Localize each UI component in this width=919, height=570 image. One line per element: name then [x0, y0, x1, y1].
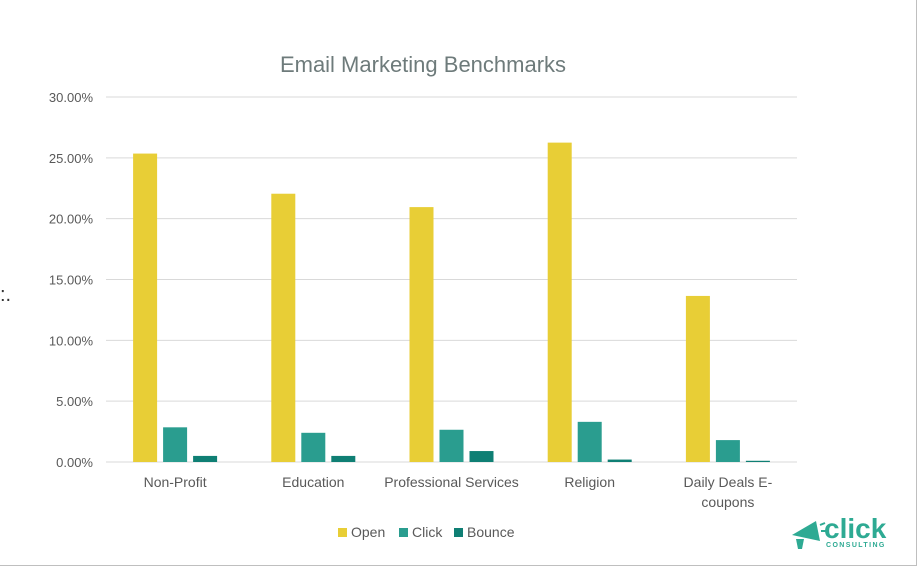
legend-swatch-bounce	[454, 528, 463, 537]
y-tick-label: 5.00%	[56, 394, 93, 409]
bar-click	[577, 421, 602, 462]
bar-bounce	[469, 451, 494, 462]
bar-click	[715, 440, 740, 462]
chart-title: Email Marketing Benchmarks	[280, 52, 566, 77]
legend-label-open: Open	[351, 524, 385, 540]
click-consulting-logo: click CONSULTING	[790, 515, 900, 555]
logo-subtitle: CONSULTING	[826, 542, 886, 549]
y-tick-label: 20.00%	[49, 212, 94, 227]
bar-bounce	[193, 455, 218, 462]
x-tick-label: coupons	[701, 494, 754, 510]
legend-label-bounce: Bounce	[467, 524, 515, 540]
bar-bounce	[607, 459, 632, 462]
x-tick-label: Education	[282, 474, 344, 490]
legend-swatch-click	[399, 528, 408, 537]
megaphone-icon	[792, 521, 826, 549]
bar-open	[271, 193, 296, 462]
x-tick-label: Professional Services	[384, 474, 519, 490]
bar-click	[163, 427, 188, 462]
x-tick-label: Daily Deals E-	[684, 474, 773, 490]
bar-bounce	[745, 460, 770, 462]
bar-click	[301, 432, 326, 462]
x-tick-label: Religion	[564, 474, 615, 490]
x-tick-label: Non-Profit	[144, 474, 207, 490]
bar-open	[409, 207, 434, 462]
bar-open	[685, 295, 710, 462]
y-tick-label: 30.00%	[49, 90, 94, 105]
y-tick-label: 0.00%	[56, 455, 93, 470]
logo-word: click	[824, 513, 887, 544]
stray-text: :.	[0, 284, 12, 306]
legend-swatch-open	[338, 528, 347, 537]
bar-click	[439, 429, 464, 462]
y-tick-label: 25.00%	[49, 151, 94, 166]
bar-bounce	[331, 455, 356, 462]
y-tick-label: 10.00%	[49, 333, 94, 348]
bar-open	[133, 153, 158, 462]
y-tick-label: 15.00%	[49, 273, 94, 288]
legend-label-click: Click	[412, 524, 443, 540]
bar-open	[547, 142, 572, 462]
